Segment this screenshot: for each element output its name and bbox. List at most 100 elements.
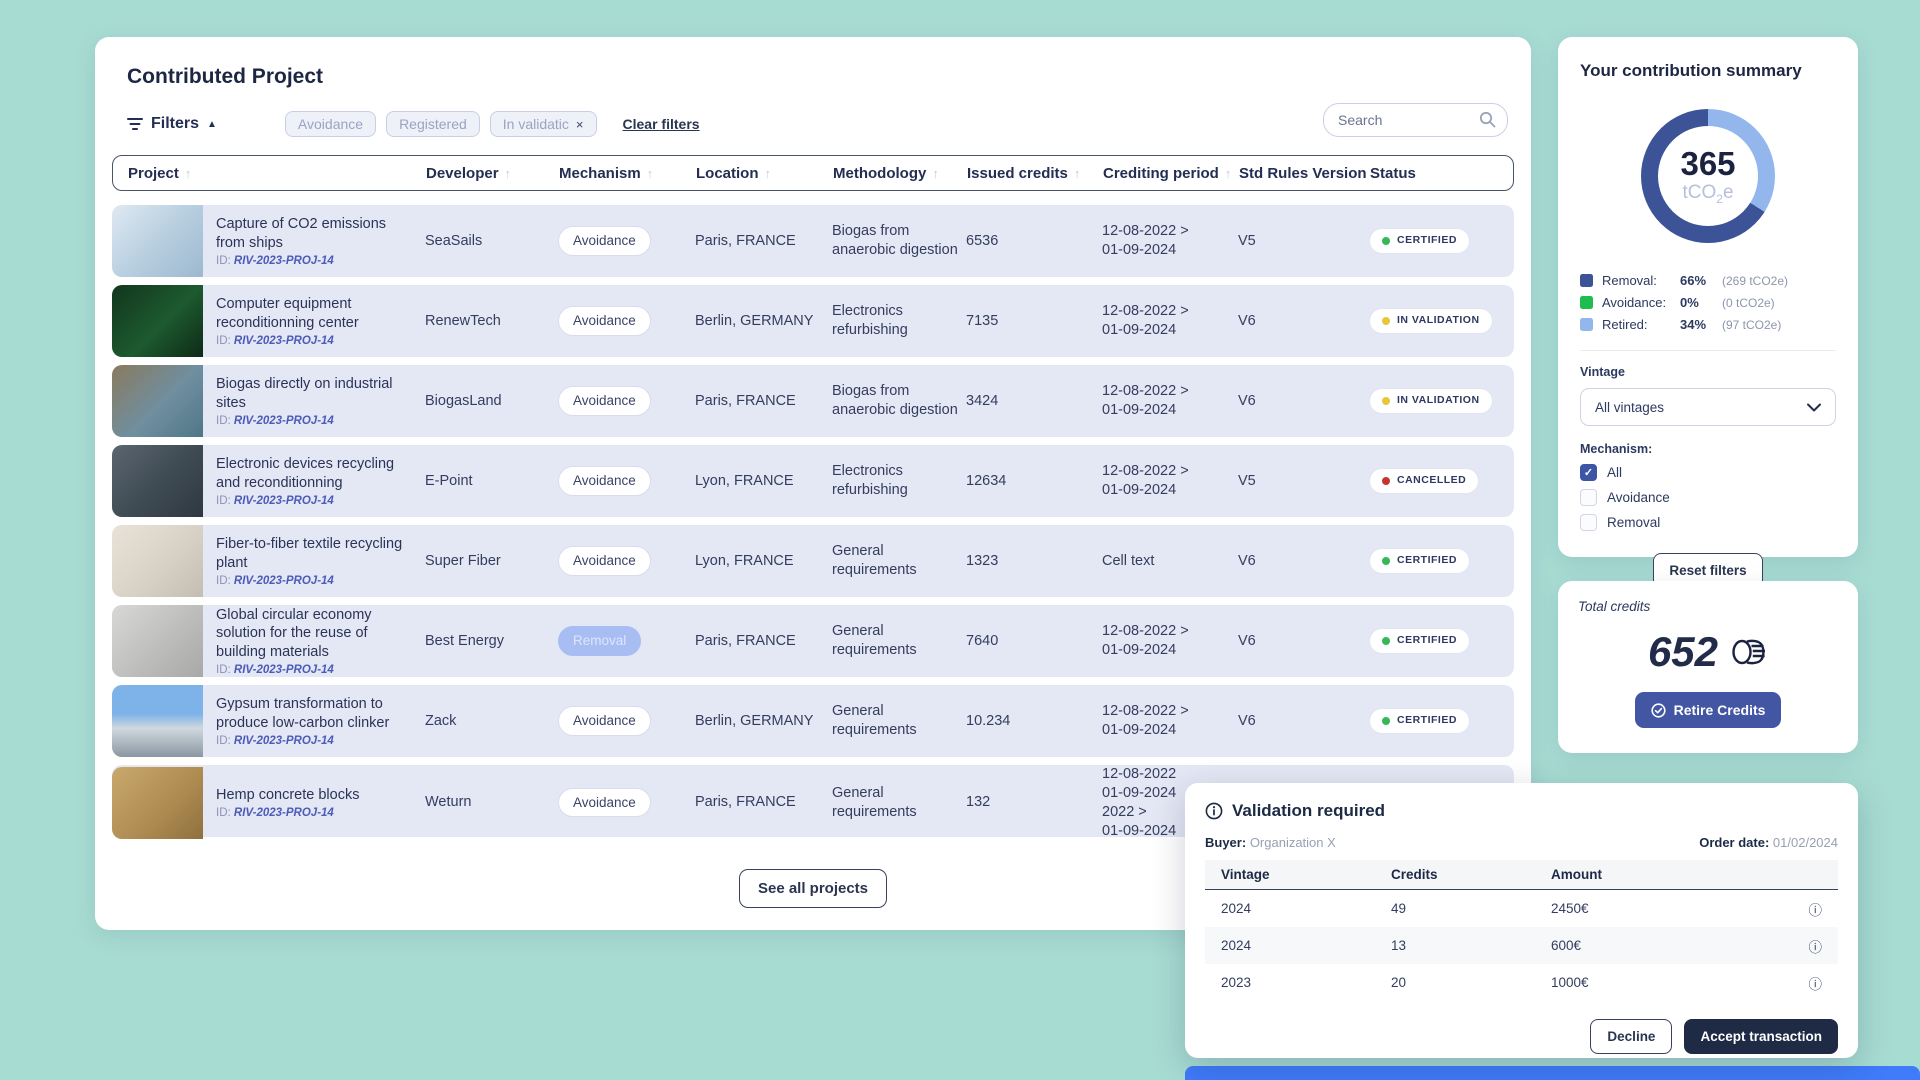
table-row[interactable]: Biogas directly on industrial sites ID: R… [112,365,1514,437]
sort-arrow-icon[interactable]: ↑ [504,165,512,181]
sort-arrow-icon[interactable]: ↑ [932,165,939,181]
filter-chip[interactable]: Avoidance [284,111,377,137]
location-cell: Paris, FRANCE [695,632,796,649]
project-id: ID: RIV-2023-PROJ-14 [216,494,334,507]
crediting-period-cell: 12-08-2022 >01-09-2024 [1102,223,1189,258]
sort-arrow-icon[interactable]: ↑ [646,165,654,181]
checkbox-icon[interactable] [1580,514,1597,531]
sort-arrow-icon[interactable]: ↑ [184,165,192,181]
projects-table: Capture of CO2 emissions from ships ID: R… [112,205,1514,839]
table-row[interactable]: Capture of CO2 emissions from ships ID: R… [112,205,1514,277]
legend-percent: 66% [1680,273,1707,288]
mechanism-checkbox-avoidance[interactable]: Avoidance [1580,489,1836,506]
project-name: Gypsum transformation to produce low-car… [216,696,390,731]
contribution-summary-panel: Your contribution summary 365 tCO2e Remo… [1558,37,1858,588]
transaction-table-header: Vintage Credits Amount [1205,860,1838,890]
legend-label: Removal: [1602,273,1657,288]
vintage-select[interactable]: All vintages [1580,388,1836,426]
methodology-cell: General requirements [832,543,917,578]
project-name: Electronic devices recycling and recondi… [216,456,395,491]
std-rules-version-cell: V5 [1238,472,1256,489]
column-header-crediting-period[interactable]: Crediting period ↑ [1103,165,1239,182]
accept-transaction-button[interactable]: Accept transaction [1684,1019,1838,1054]
project-thumbnail-image [112,445,203,517]
column-header-status[interactable]: Status [1370,165,1513,182]
chevron-down-icon [1807,403,1821,412]
mechanism-cell: Avoidance [558,226,695,256]
project-thumbnail-image [112,766,203,839]
location-cell: Paris, FRANCE [695,392,796,409]
sort-arrow-icon[interactable]: ↑ [764,165,772,181]
issued-credits-cell: 10.234 [966,712,1011,729]
table-row[interactable]: Computer equipment reconditionning cente… [112,285,1514,357]
column-header-issued-credits[interactable]: Issued credits ↑ [967,165,1103,182]
checkbox-icon[interactable] [1580,489,1597,506]
filters-label: Filters [151,115,200,132]
info-icon[interactable]: ⓘ [1808,976,1823,992]
column-header-std-rules-version[interactable]: Std Rules Version [1239,165,1370,182]
status-cell: CANCELLED [1369,468,1514,494]
see-all-projects-button[interactable]: See all projects [738,869,888,908]
search-input[interactable] [1323,103,1508,137]
column-header-project[interactable]: Project ↑ [113,165,426,182]
notification-peek-bar[interactable] [1185,1066,1920,1080]
project-name-block: Capture of CO2 emissions from ships ID: R… [216,215,425,266]
filter-chip[interactable]: In validatic × [489,111,597,137]
column-header-label: Mechanism [559,164,641,182]
std-rules-version-cell: V6 [1238,552,1256,569]
status-dot-icon [1382,476,1390,485]
column-header-developer[interactable]: Developer ↑ [426,165,559,182]
table-row[interactable]: Fiber-to-fiber textile recycling plant ID… [112,525,1514,597]
transaction-credits: 13 [1391,938,1407,953]
project-name: Computer equipment reconditionning cente… [216,296,359,331]
table-row[interactable]: Global circular economy solution for the… [112,605,1514,677]
checkbox-label: Avoidance [1607,490,1670,505]
legend-amount: (0 tCO2e) [1722,295,1775,310]
methodology-cell: General requirements [832,784,917,820]
order-date-field: Order date: 01/02/2024 [1699,835,1838,850]
project-thumbnail-image [112,685,203,757]
filters-toggle[interactable]: Filters ▲ [127,115,217,133]
transaction-credits: 49 [1391,901,1407,916]
status-dot-icon [1382,396,1390,405]
table-row[interactable]: Electronic devices recycling and recondi… [112,445,1514,517]
table-row[interactable]: Gypsum transformation to produce low-car… [112,685,1514,757]
std-rules-version-cell: V6 [1238,632,1256,649]
status-badge: CERTIFIED [1369,628,1470,654]
chevron-up-icon: ▲ [207,118,217,130]
status-badge: CERTIFIED [1369,548,1470,574]
mechanism-checkbox-all[interactable]: ✓ All [1580,464,1836,481]
status-badge: IN VALIDATION [1369,388,1493,414]
transaction-column-header: Credits [1391,867,1438,882]
mechanism-pill: Avoidance [558,706,651,736]
column-header-location[interactable]: Location ↑ [696,165,833,182]
mechanism-pill: Avoidance [558,546,651,576]
std-rules-version-cell: V6 [1238,392,1256,409]
info-icon[interactable]: ⓘ [1808,902,1823,918]
crediting-period-cell: 12-08-2022 >01-09-2024 [1102,303,1189,338]
mechanism-cell: Avoidance [558,787,695,818]
close-icon[interactable]: × [575,116,584,132]
search-icon[interactable] [1479,111,1496,128]
checkbox-icon[interactable]: ✓ [1580,464,1597,481]
project-cell: Global circular economy solution for the… [112,605,425,677]
contribution-donut-chart: 365 tCO2e [1641,109,1775,243]
column-header-mechanism[interactable]: Mechanism ↑ [559,165,696,182]
mechanism-checkbox-removal[interactable]: Removal [1580,514,1836,531]
project-cell: Biogas directly on industrial sites ID: R… [112,365,425,437]
filter-chip[interactable]: Registered [386,111,480,137]
decline-button[interactable]: Decline [1590,1019,1673,1054]
mechanism-pill: Avoidance [558,386,651,416]
info-icon[interactable]: ⓘ [1808,939,1823,955]
transaction-credits: 20 [1391,975,1407,990]
donut-legend: Removal: 66% (269 tCO2e) Avoidance: 0% (0 tCO… [1580,273,1836,332]
table-header: Project ↑ Developer ↑ Mechanism ↑ Location ↑ Met… [112,155,1514,191]
sort-arrow-icon[interactable]: ↑ [1073,165,1081,181]
clear-filters-link[interactable]: Clear filters [622,116,700,132]
location-cell: Lyon, FRANCE [695,552,794,569]
crediting-period-cell: 12-08-2022 >01-09-2024 [1102,703,1189,738]
retire-credits-button[interactable]: Retire Credits [1634,692,1782,728]
sort-arrow-icon[interactable]: ↑ [1224,165,1232,181]
transaction-row: 2024 49 2450€ ⓘ [1205,890,1838,927]
column-header-methodology[interactable]: Methodology ↑ [833,165,967,182]
